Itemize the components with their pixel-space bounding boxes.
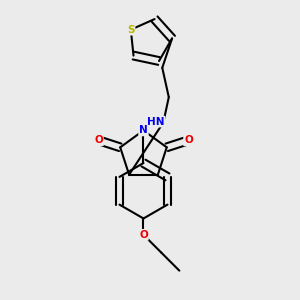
Text: O: O — [184, 135, 193, 145]
Text: O: O — [139, 230, 148, 240]
Text: N: N — [139, 125, 148, 135]
Text: S: S — [127, 25, 134, 35]
Text: O: O — [94, 135, 103, 145]
Text: HN: HN — [147, 117, 164, 127]
